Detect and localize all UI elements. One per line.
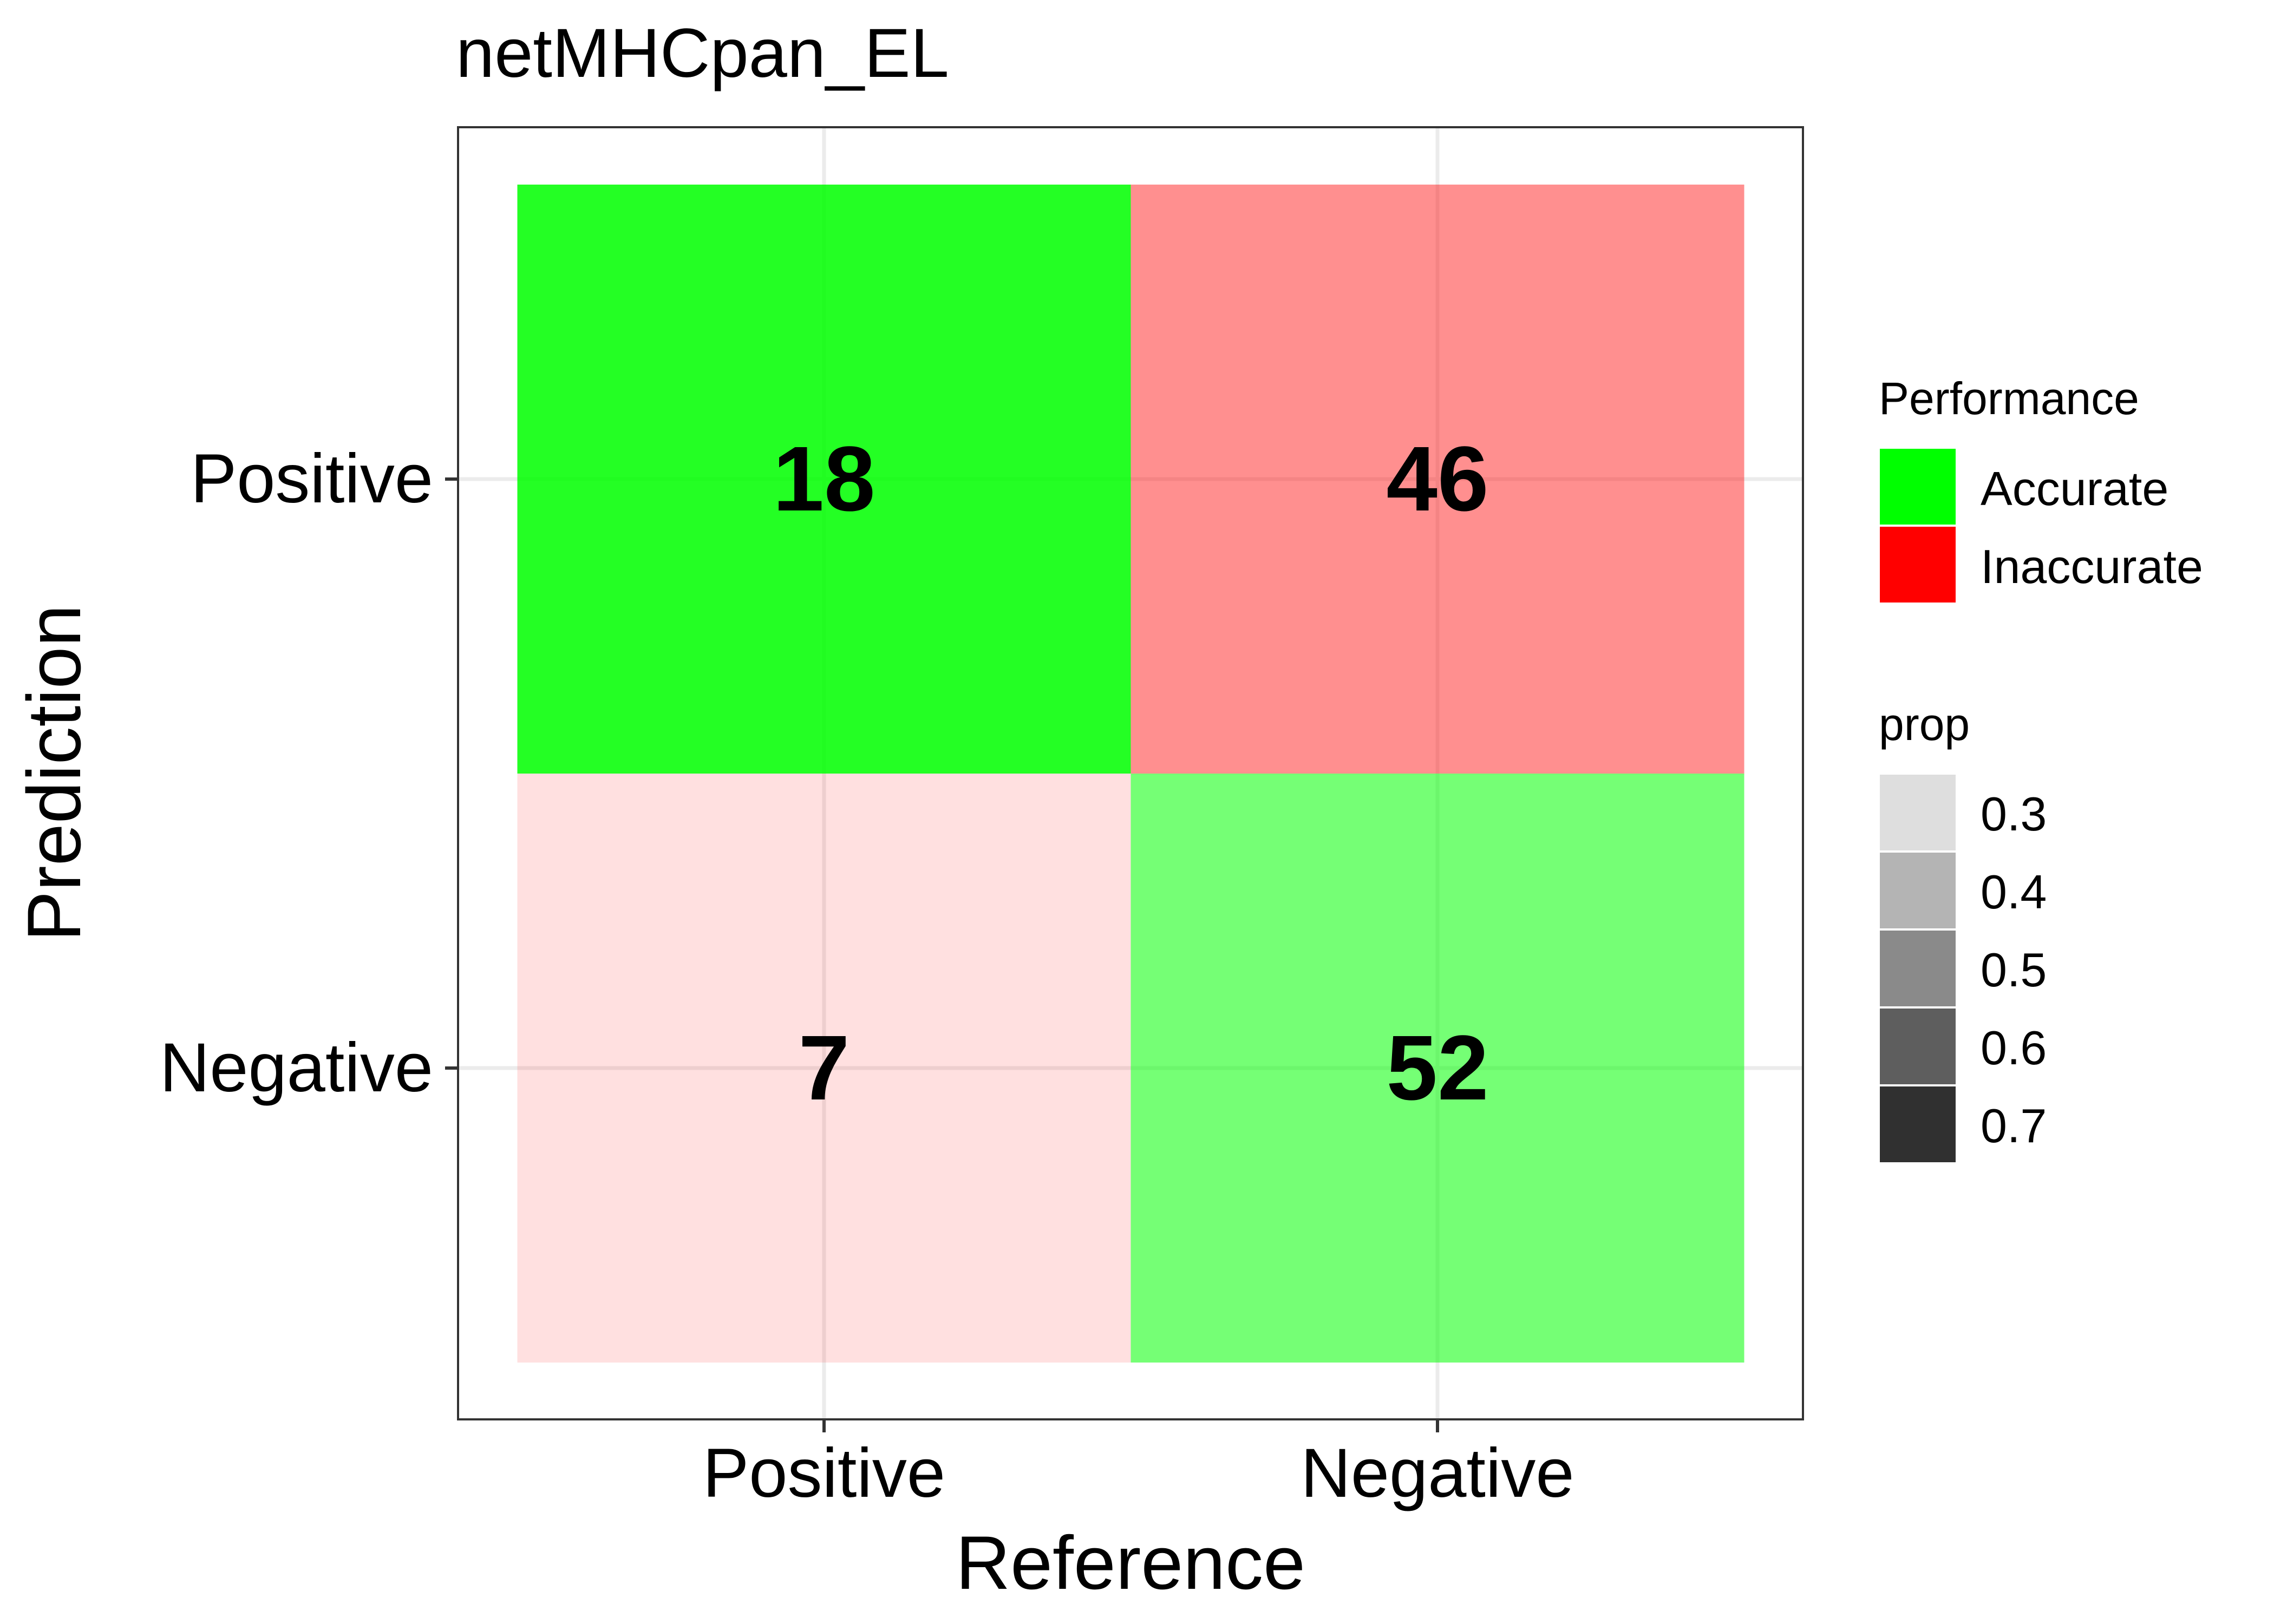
x-axis-title: Reference (956, 1520, 1305, 1605)
heatmap-tiles (517, 185, 1744, 1363)
legend-key-inaccurate (1880, 527, 1956, 603)
tile-pred-negative-ref-negative (1131, 774, 1744, 1363)
prop-legend-keys: 0.3 0.4 0.5 0.6 0.7 (1880, 775, 2047, 1162)
performance-legend: Performance Accurate Inaccurate (1879, 373, 2203, 603)
legend-key-accurate (1880, 449, 1956, 525)
prop-legend-key-0-4 (1880, 853, 1956, 928)
prop-legend-key-0-7 (1880, 1086, 1956, 1162)
chart-title: netMHCpan_EL (456, 15, 949, 92)
legend-label-inaccurate: Inaccurate (1981, 540, 2203, 593)
prop-legend: prop 0.3 0.4 0.5 0.6 0.7 (1879, 699, 2047, 1162)
y-tick-label-positive: Positive (191, 440, 433, 518)
y-tick-label-negative: Negative (160, 1029, 433, 1106)
x-tick-label-positive: Positive (703, 1435, 945, 1512)
axis-ticks (445, 477, 1439, 1432)
performance-legend-title: Performance (1879, 373, 2139, 424)
x-tick-label-negative: Negative (1301, 1435, 1574, 1512)
count-label-pred-negative-ref-positive: 7 (799, 1017, 850, 1119)
prop-legend-key-0-3 (1880, 775, 1956, 850)
legend-label-accurate: Accurate (1981, 462, 2168, 515)
prop-legend-label-0-3: 0.3 (1981, 787, 2047, 841)
tile-pred-negative-ref-positive (517, 774, 1131, 1363)
panel-border (457, 126, 1804, 1420)
prop-legend-title: prop (1879, 699, 1970, 750)
count-label-pred-negative-ref-negative: 52 (1386, 1017, 1488, 1119)
prop-legend-label-0-7: 0.7 (1981, 1099, 2047, 1152)
count-label-pred-positive-ref-positive: 18 (773, 428, 875, 531)
cell-count-labels: 18 46 7 52 (773, 428, 1488, 1119)
prop-legend-key-0-5 (1880, 931, 1956, 1006)
tile-pred-positive-ref-positive (517, 185, 1131, 774)
count-label-pred-positive-ref-negative: 46 (1386, 428, 1488, 531)
prop-legend-label-0-5: 0.5 (1981, 943, 2047, 997)
y-axis-title: Prediction (11, 605, 96, 942)
prop-legend-key-0-6 (1880, 1009, 1956, 1084)
prop-legend-label-0-6: 0.6 (1981, 1021, 2047, 1075)
tile-pred-positive-ref-negative (1131, 185, 1744, 774)
prop-legend-label-0-4: 0.4 (1981, 865, 2047, 919)
